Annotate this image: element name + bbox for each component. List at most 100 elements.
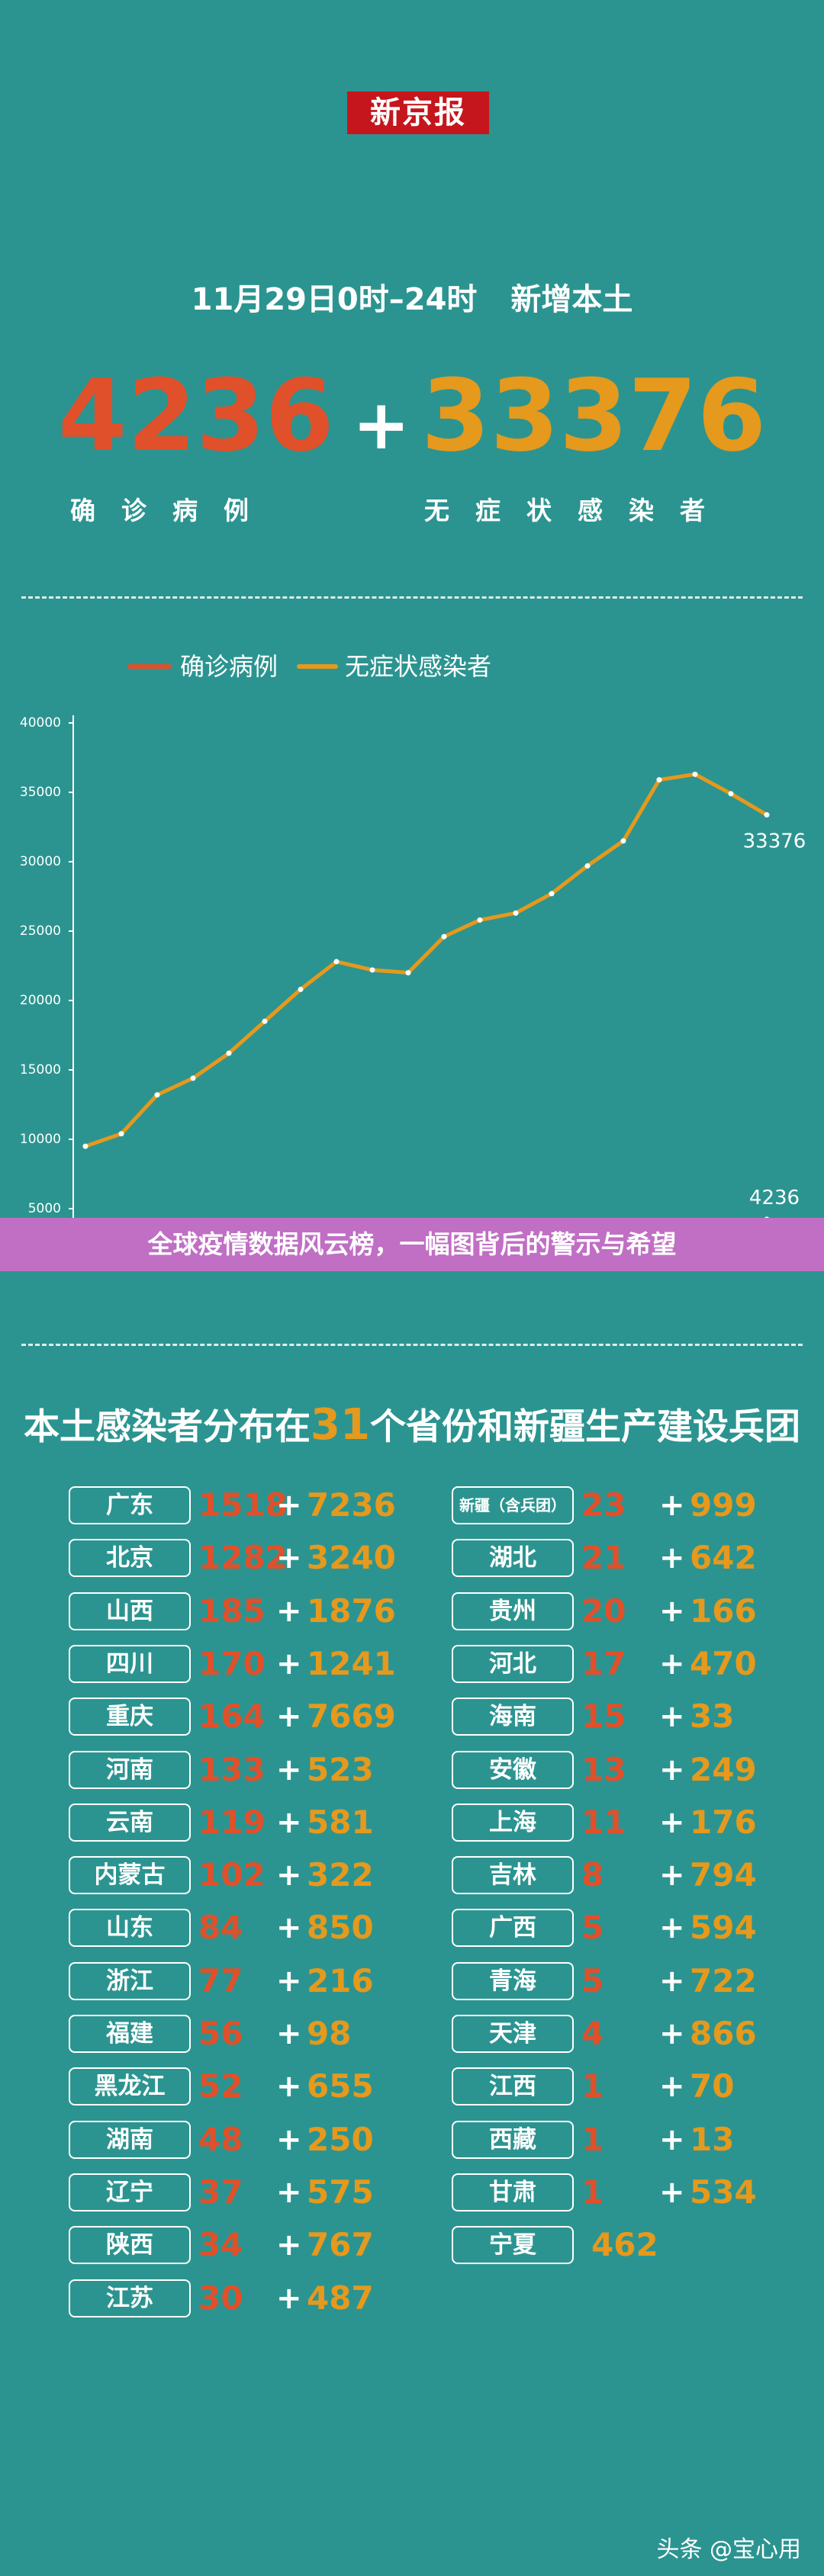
plus-sign: + bbox=[659, 2122, 685, 2157]
province-row: 广东 1518 +7236 bbox=[69, 1483, 435, 1526]
plus-sign: + bbox=[276, 2280, 302, 2316]
plus-sign: + bbox=[659, 1646, 685, 1681]
province-name: 西藏 bbox=[452, 2120, 574, 2159]
confirmed-count: 52 bbox=[198, 2067, 243, 2105]
asymptomatic-count: 487 bbox=[307, 2279, 374, 2317]
line-chart: 5000100001500020000250003000035000400001… bbox=[20, 652, 806, 1266]
province-row: 江苏 30 +487 bbox=[69, 2276, 435, 2319]
confirmed-count: 185 bbox=[198, 1592, 266, 1630]
data-point bbox=[441, 933, 447, 940]
plus-sign: + bbox=[659, 1963, 685, 1999]
data-point bbox=[333, 959, 340, 965]
province-name: 湖南 bbox=[69, 2120, 191, 2159]
confirmed-count: 8 bbox=[581, 1856, 604, 1894]
end-data-label: 4236 bbox=[749, 1187, 800, 1209]
province-name: 重庆 bbox=[69, 1698, 191, 1736]
plus-sign: + bbox=[276, 2174, 302, 2210]
data-point bbox=[692, 771, 698, 777]
province-name: 青海 bbox=[452, 1961, 574, 2000]
legend-label-asymptomatic: 无症状感染者 bbox=[345, 652, 491, 681]
data-point bbox=[405, 970, 411, 976]
asymptomatic-count: 462 bbox=[591, 2226, 658, 2264]
asymptomatic-count: 70 bbox=[690, 2067, 735, 2105]
confirmed-count: 56 bbox=[198, 2015, 243, 2052]
divider-top bbox=[21, 596, 803, 599]
plus-sign: + bbox=[276, 1646, 302, 1681]
confirmed-count: 37 bbox=[198, 2173, 243, 2211]
province-name: 甘肃 bbox=[452, 2173, 574, 2211]
y-tick-label: 35000 bbox=[20, 785, 61, 800]
newspaper-logo: 新京报 bbox=[347, 92, 489, 134]
confirmed-count: 1 bbox=[581, 2067, 604, 2105]
confirmed-count: 1518 bbox=[198, 1486, 288, 1524]
y-tick-label: 15000 bbox=[20, 1062, 61, 1078]
headline-banner: 全球疫情数据风云榜，一幅图背后的警示与希望 bbox=[0, 1218, 824, 1271]
province-row: 海南 15 +33 bbox=[452, 1694, 818, 1737]
y-tick-label: 25000 bbox=[20, 923, 61, 939]
province-name: 安徽 bbox=[452, 1750, 574, 1789]
province-row: 新疆（含兵团） 23 +999 bbox=[452, 1483, 818, 1526]
asymptomatic-count: 3240 bbox=[307, 1539, 396, 1577]
y-tick-label: 20000 bbox=[20, 993, 61, 1008]
y-tick-label: 10000 bbox=[20, 1132, 61, 1147]
data-point bbox=[513, 910, 519, 916]
plus-sign: + bbox=[352, 385, 410, 465]
province-row: 湖南 48 +250 bbox=[69, 2118, 435, 2160]
confirmed-count: 4 bbox=[581, 2015, 604, 2052]
plus-sign: + bbox=[276, 2228, 302, 2263]
confirmed-count: 77 bbox=[198, 1961, 243, 1999]
province-name: 宁夏 bbox=[452, 2226, 574, 2265]
asymptomatic-count: 999 bbox=[690, 1486, 757, 1524]
asymptomatic-count: 216 bbox=[307, 1961, 374, 1999]
legend-label-confirmed: 确诊病例 bbox=[180, 652, 278, 681]
confirmed-count: 119 bbox=[198, 1803, 266, 1841]
province-row: 福建 56 +98 bbox=[69, 2012, 435, 2054]
province-row: 陕西 34 +767 bbox=[69, 2223, 435, 2266]
asymptomatic-count: 13 bbox=[690, 2120, 735, 2158]
province-name: 山东 bbox=[69, 1909, 191, 1948]
plus-sign: + bbox=[276, 2016, 302, 2051]
asymptomatic-count: 98 bbox=[307, 2015, 352, 2052]
asymptomatic-count: 850 bbox=[307, 1909, 374, 1947]
asymptomatic-count: 322 bbox=[307, 1856, 374, 1894]
distribution-title: 本土感染者分布在31个省份和新疆生产建设兵团 bbox=[0, 1397, 824, 1450]
confirmed-count: 5 bbox=[581, 1961, 604, 1999]
plus-sign: + bbox=[659, 2069, 685, 2105]
confirmed-count: 5 bbox=[581, 1909, 604, 1947]
series-line-1 bbox=[85, 772, 768, 1148]
confirmed-count: 17 bbox=[581, 1644, 626, 1682]
title-date: 11月29日0时–24时 bbox=[191, 282, 478, 317]
plus-sign: + bbox=[659, 1593, 685, 1629]
confirmed-count: 20 bbox=[581, 1592, 626, 1630]
plus-sign: + bbox=[276, 1540, 302, 1576]
confirmed-count: 133 bbox=[198, 1750, 266, 1788]
province-row: 天津 4 +866 bbox=[452, 2012, 818, 2054]
province-row: 甘肃 1 +534 bbox=[452, 2170, 818, 2213]
asymptomatic-count: 575 bbox=[307, 2173, 374, 2211]
asymptomatic-count: 534 bbox=[690, 2173, 757, 2211]
asymptomatic-count: 166 bbox=[690, 1592, 757, 1630]
plus-sign: + bbox=[659, 1804, 685, 1840]
confirmed-count: 21 bbox=[581, 1539, 626, 1577]
province-row: 北京 1282 +3240 bbox=[69, 1536, 435, 1579]
plus-sign: + bbox=[276, 1699, 302, 1735]
end-data-label: 33376 bbox=[743, 830, 806, 853]
province-name: 黑龙江 bbox=[69, 2067, 191, 2106]
plus-sign: + bbox=[276, 1593, 302, 1629]
data-point bbox=[298, 986, 304, 992]
asymptomatic-count: 794 bbox=[690, 1856, 757, 1894]
asymptomatic-count: 722 bbox=[690, 1961, 757, 1999]
confirmed-count: 23 bbox=[581, 1486, 626, 1524]
confirmed-count: 1 bbox=[581, 2173, 604, 2211]
asymptomatic-count: 1241 bbox=[307, 1644, 396, 1682]
data-point bbox=[764, 812, 770, 818]
province-row: 四川 170 +1241 bbox=[69, 1642, 435, 1685]
confirmed-count: 170 bbox=[198, 1644, 266, 1682]
province-name: 广西 bbox=[452, 1909, 574, 1948]
province-name: 江西 bbox=[452, 2067, 574, 2106]
province-row: 黑龙江 52 +655 bbox=[69, 2064, 435, 2107]
title-subject: 新增本土 bbox=[510, 282, 633, 317]
province-name: 四川 bbox=[69, 1644, 191, 1683]
province-name: 湖北 bbox=[452, 1539, 574, 1578]
province-name: 天津 bbox=[452, 2015, 574, 2053]
